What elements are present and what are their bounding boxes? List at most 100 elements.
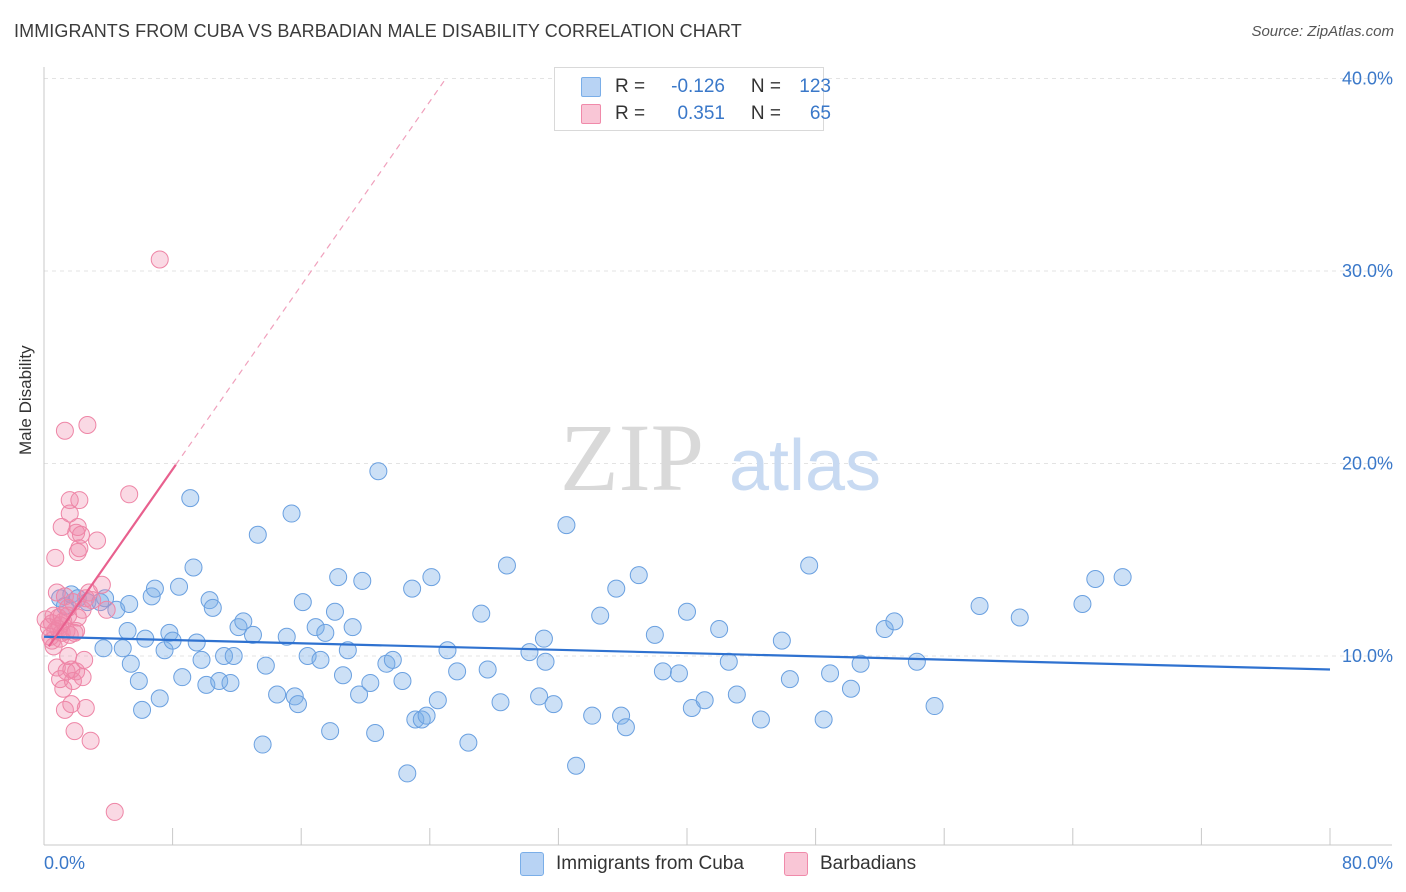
cuba-point: [478, 660, 497, 679]
cuba-point: [256, 656, 275, 675]
cuba-point: [780, 670, 799, 689]
cuba-point: [557, 516, 576, 535]
cuba-point: [438, 641, 457, 660]
x-tick-label-max: 80.0%: [1342, 853, 1393, 873]
cuba-point: [678, 602, 696, 621]
legend-swatch-cuba: [581, 77, 601, 97]
barbadian-point: [60, 491, 79, 510]
cuba-point: [282, 504, 301, 523]
cuba-point: [536, 652, 555, 671]
axes: [43, 67, 1392, 846]
cuba-point: [907, 652, 926, 671]
legend-r-value-barbadians: 0.351: [677, 103, 725, 124]
barbadian-point: [67, 621, 86, 640]
correlation-legend: R = -0.126 N = 123 R = 0.351 N = 65: [554, 67, 831, 131]
cuba-point: [338, 641, 357, 660]
cuba-point: [821, 664, 840, 683]
legend-r-label: R =: [615, 103, 646, 124]
barbadian-point: [81, 731, 100, 750]
cuba-point: [311, 650, 330, 669]
cuba-point: [253, 735, 272, 754]
cuba-point: [129, 672, 148, 691]
cuba-point: [248, 525, 267, 544]
barbadian-point: [70, 539, 89, 558]
legend-n-value-cuba: 123: [799, 76, 831, 97]
cuba-trend-line: [43, 635, 1331, 671]
cuba-point: [814, 710, 833, 729]
barbadian-point: [92, 575, 111, 594]
cuba-point: [772, 631, 791, 650]
cuba-point: [333, 666, 352, 685]
legend-n-value-barbadians: 65: [809, 103, 831, 124]
cuba-point: [970, 596, 989, 615]
cuba-point: [121, 654, 140, 673]
cuba-point: [398, 764, 417, 783]
cuba-point: [181, 489, 200, 508]
cuba-point: [1113, 568, 1132, 587]
legend-n-label: N =: [750, 76, 781, 97]
cuba-point: [841, 679, 860, 698]
y-tick-label: 30.0%: [1342, 261, 1393, 281]
cuba-point: [591, 606, 610, 625]
cuba-point: [210, 672, 229, 691]
cuba-point: [727, 685, 746, 704]
cuba-point: [459, 733, 478, 752]
cuba-point: [534, 629, 553, 648]
barbadian-points: [36, 250, 169, 821]
cuba-point: [800, 556, 819, 575]
cuba-point: [612, 706, 631, 725]
cuba-point: [645, 625, 664, 644]
barbadian-point: [60, 504, 79, 523]
cuba-point: [751, 710, 770, 729]
cuba-point: [277, 627, 296, 646]
cuba-point: [393, 672, 412, 691]
cuba-point: [885, 612, 904, 631]
legend-item-cuba[interactable]: Immigrants from Cuba: [520, 852, 744, 876]
cuba-point: [120, 595, 139, 614]
cuba-point: [403, 579, 422, 598]
barbadian-point: [71, 525, 90, 544]
cuba-point: [353, 571, 372, 590]
legend-item-barbadians[interactable]: Barbadians: [784, 852, 916, 876]
cuba-points: [51, 462, 1132, 783]
cuba-point: [383, 650, 402, 669]
watermark-zip: ZIP: [560, 404, 704, 511]
cuba-point: [94, 639, 113, 658]
cuba-point: [1010, 608, 1029, 627]
cuba-point: [268, 685, 287, 704]
cuba-point: [851, 654, 870, 673]
cuba-point: [653, 662, 672, 681]
cuba-point: [187, 633, 206, 652]
watermark-atlas: atlas: [729, 426, 881, 506]
barbadian-point: [70, 491, 89, 510]
x-tick-label-min: 0.0%: [44, 853, 85, 873]
cuba-point: [306, 618, 325, 637]
legend-n-label: N =: [750, 103, 781, 124]
cuba-point: [170, 577, 189, 596]
barbadian-point: [150, 250, 169, 269]
cuba-point: [293, 593, 312, 612]
cuba-point: [243, 625, 262, 644]
cuba-point: [422, 568, 441, 587]
cuba-point: [1086, 570, 1105, 588]
cuba-point: [133, 700, 152, 719]
y-tick-label: 10.0%: [1342, 646, 1393, 666]
cuba-point: [184, 558, 203, 577]
cuba-point: [369, 462, 388, 481]
barbadian-point: [75, 650, 94, 669]
cuba-point: [234, 612, 253, 631]
cuba-point: [361, 673, 380, 692]
cuba-point: [875, 620, 894, 639]
cuba-point: [719, 652, 738, 671]
cuba-point: [118, 621, 137, 640]
barbadian-point: [63, 672, 82, 691]
barbadian-point: [78, 416, 97, 434]
cuba-point: [530, 687, 549, 706]
barbadian-point: [88, 531, 107, 550]
cuba-point: [583, 706, 602, 725]
source-label: Source: ZipAtlas.com: [1251, 23, 1394, 40]
cuba-point: [710, 620, 729, 639]
cuba-point: [669, 664, 688, 683]
cuba-point: [695, 691, 714, 710]
legend-swatch-barbadians: [581, 104, 601, 124]
